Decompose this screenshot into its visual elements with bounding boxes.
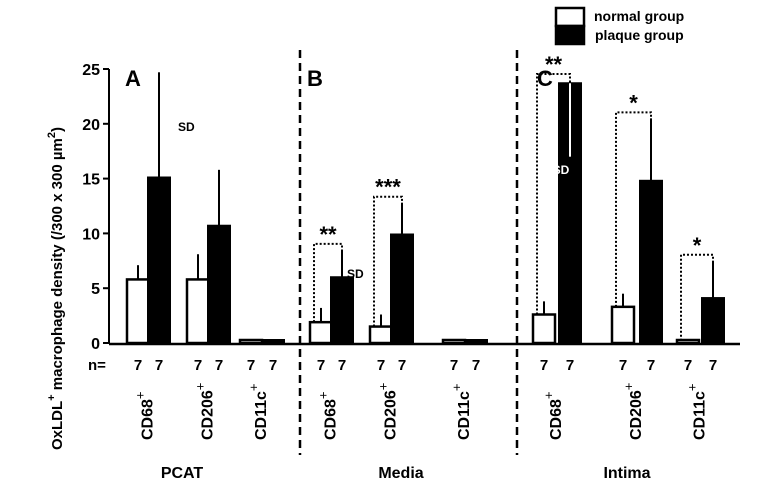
n-value: 7 bbox=[215, 357, 223, 374]
category-label: CD206+ bbox=[376, 383, 400, 440]
n-value: 7 bbox=[269, 357, 277, 374]
n-value: 7 bbox=[619, 357, 627, 374]
y-tick-label: 0 bbox=[91, 336, 100, 353]
y-axis-label: OxLDL+ macrophage density (/300 x 300 µm… bbox=[46, 127, 66, 450]
region-label: PCAT bbox=[161, 465, 204, 482]
category-label: CD206+ bbox=[193, 383, 217, 440]
bar-plaque bbox=[330, 276, 354, 344]
y-tick-label: 20 bbox=[82, 117, 100, 134]
n-value: 7 bbox=[398, 357, 406, 374]
n-value: 7 bbox=[338, 357, 346, 374]
significance-bracket bbox=[313, 242, 343, 323]
legend-label-plaque: plaque group bbox=[595, 27, 684, 43]
n-value: 7 bbox=[566, 357, 574, 374]
bar-normal bbox=[185, 278, 211, 345]
bar-plaque bbox=[261, 339, 285, 344]
y-tick-label: 10 bbox=[82, 226, 100, 243]
n-value: 7 bbox=[540, 357, 548, 374]
significance-bracket bbox=[536, 73, 571, 315]
bar-plaque bbox=[464, 339, 488, 344]
n-value: 7 bbox=[155, 357, 163, 374]
significance-bracket bbox=[615, 111, 652, 307]
bar-normal bbox=[441, 338, 467, 345]
bar-normal bbox=[238, 338, 264, 345]
sd-annotation: SD bbox=[178, 120, 195, 134]
legend-swatch-plaque bbox=[554, 24, 586, 46]
legend-label-normal: normal group bbox=[594, 8, 684, 24]
legend: normal group plaque group bbox=[554, 6, 684, 46]
bar-plaque bbox=[390, 233, 414, 344]
category-label: CD11c+ bbox=[685, 383, 709, 440]
n-value: 7 bbox=[194, 357, 202, 374]
bar-plaque bbox=[701, 297, 725, 344]
bar-normal bbox=[125, 278, 151, 345]
bar-normal bbox=[308, 320, 334, 345]
category-label: CD11c+ bbox=[246, 383, 270, 440]
significance-stars: * bbox=[629, 90, 638, 115]
n-value: 7 bbox=[684, 357, 692, 374]
n-value: 7 bbox=[134, 357, 142, 374]
n-value: 7 bbox=[377, 357, 385, 374]
bar-normal bbox=[368, 325, 394, 345]
significance-stars: *** bbox=[375, 175, 401, 200]
bar-normal bbox=[610, 305, 636, 345]
significance-stars: ** bbox=[545, 52, 563, 77]
category-label: CD68+ bbox=[133, 392, 157, 441]
bar-normal bbox=[531, 313, 557, 345]
panel-letter: B bbox=[307, 66, 323, 91]
sd-annotation: SD bbox=[553, 163, 570, 177]
y-tick-label: 25 bbox=[82, 62, 100, 79]
bar-normal bbox=[675, 338, 701, 345]
bar-plaque bbox=[147, 176, 171, 344]
n-value: 7 bbox=[450, 357, 458, 374]
n-value: 7 bbox=[709, 357, 717, 374]
significance-stars: ** bbox=[319, 222, 337, 247]
category-label: CD11c+ bbox=[449, 383, 473, 440]
n-label: n= bbox=[88, 357, 106, 374]
n-value: 7 bbox=[317, 357, 325, 374]
region-label: Media bbox=[378, 465, 423, 482]
n-value: 7 bbox=[647, 357, 655, 374]
significance-stars: * bbox=[693, 233, 702, 258]
y-tick-label: 15 bbox=[82, 172, 100, 189]
n-value: 7 bbox=[472, 357, 480, 374]
n-value: 7 bbox=[247, 357, 255, 374]
bar-plaque bbox=[639, 179, 663, 344]
sd-annotation: SD bbox=[347, 267, 364, 281]
y-tick-label: 5 bbox=[91, 281, 100, 298]
panel-letter: C bbox=[537, 66, 553, 91]
category-label: CD206+ bbox=[621, 383, 645, 440]
bar-plaque bbox=[207, 224, 231, 344]
category-label: CD68+ bbox=[316, 392, 340, 441]
significance-bracket bbox=[373, 195, 403, 327]
region-label: Intima bbox=[603, 465, 650, 482]
category-label: CD68+ bbox=[541, 392, 565, 441]
legend-swatch-normal bbox=[554, 6, 586, 28]
panel-letter: A bbox=[125, 66, 141, 91]
